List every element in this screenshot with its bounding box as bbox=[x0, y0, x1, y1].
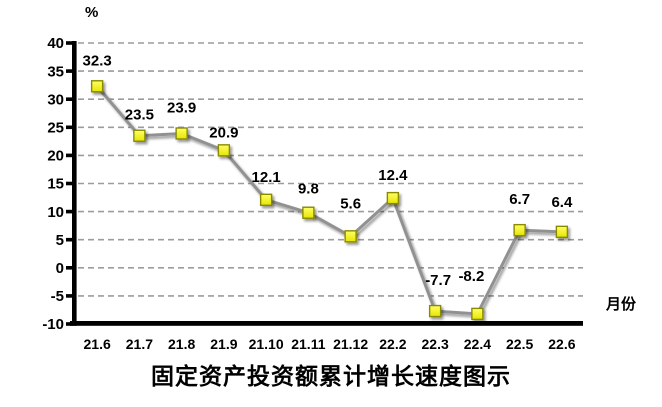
y-axis-tick bbox=[66, 41, 73, 45]
data-point-marker bbox=[428, 304, 442, 318]
chart-title: 固定资产投资额累计增长速度图示 bbox=[151, 364, 511, 389]
data-point-label: 12.4 bbox=[378, 167, 408, 184]
y-axis-tick bbox=[66, 181, 73, 186]
y-axis-tick bbox=[66, 237, 73, 242]
data-point-marker bbox=[259, 193, 273, 206]
data-point-marker bbox=[90, 80, 104, 93]
x-tick-label: 21.6 bbox=[84, 336, 111, 352]
y-axis-tick bbox=[66, 97, 73, 101]
series-line bbox=[95, 85, 562, 316]
data-point-label: 5.6 bbox=[340, 195, 361, 212]
y-axis-tick bbox=[66, 69, 73, 73]
data-point-label: 6.4 bbox=[551, 194, 573, 211]
y-axis-tick bbox=[66, 153, 73, 158]
y-tick-label: 15 bbox=[47, 176, 64, 193]
x-tick-label: 21.8 bbox=[168, 336, 195, 352]
y-tick-label: 10 bbox=[47, 204, 64, 221]
data-point-marker bbox=[471, 307, 484, 321]
data-point-label: 23.9 bbox=[167, 99, 196, 116]
y-tick-label: -10 bbox=[42, 316, 64, 333]
data-point-marker bbox=[302, 206, 315, 219]
y-axis-tick bbox=[66, 209, 73, 214]
chart-plot-svg: 40 35 30 25 20 15 10 5 0 -5 -10 32.3 21.6 23.5 21.7 23.… bbox=[42, 35, 583, 352]
data-point-marker bbox=[513, 223, 526, 237]
x-tick-label: 21.10 bbox=[249, 336, 284, 352]
y-tick-label: 0 bbox=[56, 260, 64, 277]
x-axis-line bbox=[70, 321, 583, 326]
x-tick-label: 22.5 bbox=[506, 336, 533, 352]
data-point-marker bbox=[344, 230, 357, 243]
data-point-label: 9.8 bbox=[298, 181, 319, 198]
y-axis-unit-label: % bbox=[85, 4, 99, 21]
data-point-label: 23.5 bbox=[125, 107, 154, 124]
data-point-marker bbox=[386, 191, 400, 205]
data-point-label: 6.7 bbox=[509, 191, 530, 208]
y-axis-line bbox=[72, 41, 77, 326]
y-axis-tick bbox=[66, 322, 73, 326]
y-axis-tick bbox=[66, 266, 73, 270]
x-tick-label: 21.7 bbox=[126, 336, 153, 352]
y-tick-label: 5 bbox=[56, 232, 64, 249]
data-point-label: -8.2 bbox=[458, 268, 484, 285]
data-point-label: -7.7 bbox=[425, 272, 451, 289]
x-tick-label: 21.12 bbox=[333, 336, 368, 352]
x-axis-unit-label: 月份 bbox=[606, 296, 637, 313]
data-point-marker bbox=[217, 144, 231, 157]
x-tick-label: 22.4 bbox=[464, 336, 491, 352]
y-tick-label: 25 bbox=[47, 120, 64, 137]
y-tick-label: 35 bbox=[47, 63, 64, 80]
y-tick-label: 20 bbox=[47, 148, 64, 165]
data-point-label: 20.9 bbox=[209, 124, 238, 141]
y-tick-label: -5 bbox=[51, 288, 64, 305]
x-tick-label: 21.9 bbox=[210, 336, 237, 352]
data-point-label: 12.1 bbox=[252, 169, 281, 186]
x-tick-label: 22.2 bbox=[379, 336, 406, 352]
data-point-marker bbox=[133, 129, 146, 142]
x-tick-label: 21.11 bbox=[291, 336, 325, 352]
y-tick-label: 40 bbox=[47, 35, 64, 52]
data-point-marker bbox=[555, 225, 569, 239]
y-axis-tick bbox=[66, 294, 73, 298]
y-axis-tick bbox=[66, 125, 73, 130]
x-tick-label: 22.3 bbox=[422, 336, 449, 352]
data-point-marker bbox=[175, 127, 188, 140]
data-point-label: 32.3 bbox=[83, 52, 112, 69]
x-tick-label: 22.6 bbox=[548, 336, 575, 352]
y-tick-label: 30 bbox=[47, 91, 64, 108]
